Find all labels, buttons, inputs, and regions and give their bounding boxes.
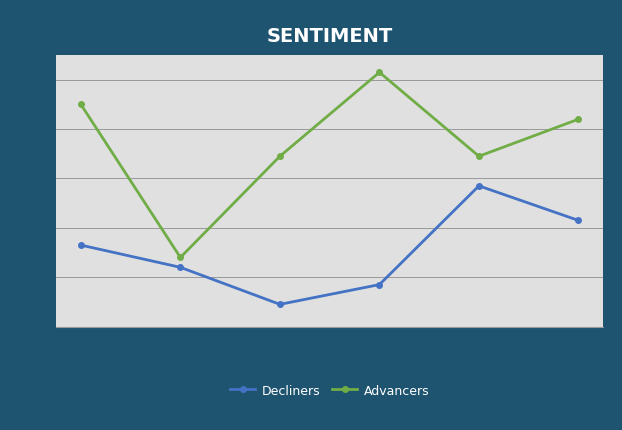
Decliners <box>177 265 184 270</box>
Decliners <box>276 302 284 307</box>
Decliners <box>575 218 582 224</box>
Advancers <box>77 103 85 108</box>
Line: Advancers: Advancers <box>78 71 581 261</box>
Decliners <box>376 283 383 288</box>
Legend: Decliners, Advancers: Decliners, Advancers <box>225 379 434 402</box>
Title: SENTIMENT: SENTIMENT <box>267 27 392 46</box>
Line: Decliners: Decliners <box>78 184 581 307</box>
Advancers <box>475 154 483 160</box>
Advancers <box>575 117 582 123</box>
Decliners <box>77 243 85 248</box>
Advancers <box>376 71 383 76</box>
Advancers <box>276 154 284 160</box>
Decliners <box>475 184 483 189</box>
Advancers <box>177 255 184 261</box>
